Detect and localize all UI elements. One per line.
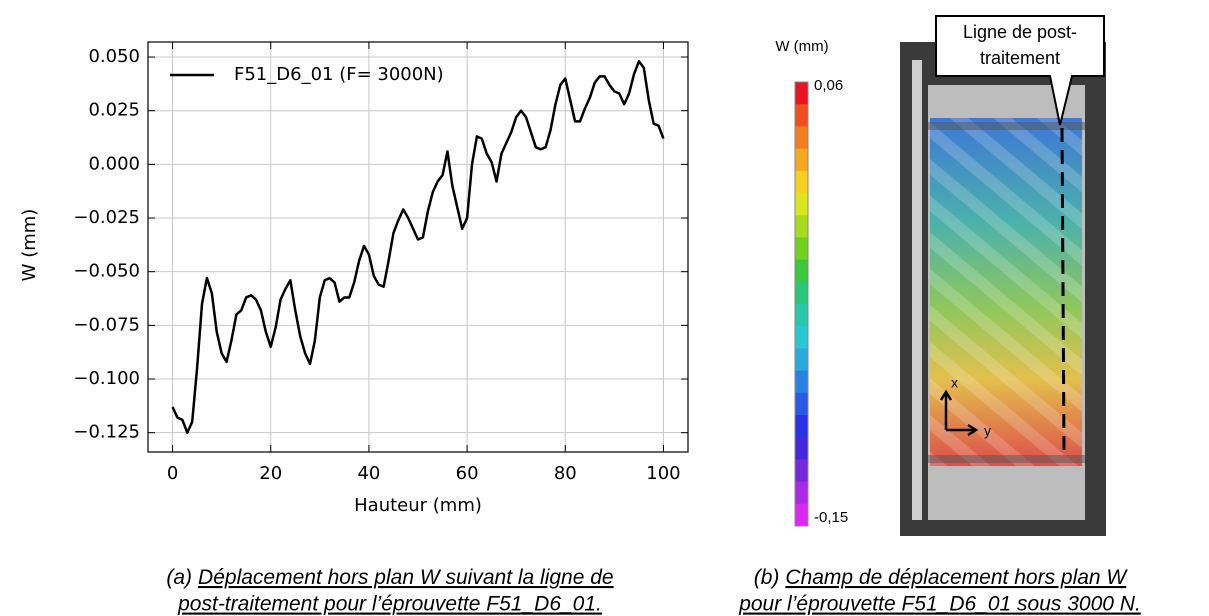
field-photo: Ligne de post- traitement x y	[900, 15, 1106, 536]
colorbar-step	[795, 348, 808, 372]
data-line	[171, 60, 665, 434]
colorbar	[794, 81, 809, 527]
y-tick-label: −0.100	[73, 368, 140, 389]
colorbar-step	[795, 392, 808, 416]
colorbar-step	[795, 281, 808, 305]
x-tick-label: 100	[646, 463, 680, 484]
x-tick-label: 20	[259, 463, 282, 484]
x-tick-label: 60	[456, 463, 479, 484]
y-tick-label: −0.075	[73, 314, 140, 335]
field-stripes	[930, 118, 1082, 466]
caption-b-line: pour l’éprouvette F51_D6_01 sous 3000 N.	[738, 593, 1141, 616]
colorbar-step	[795, 82, 808, 105]
post-processing-line	[1060, 127, 1066, 451]
colorbar-step	[795, 215, 808, 238]
colorbar-frame	[794, 81, 809, 527]
axis-y-label: y	[984, 423, 991, 439]
colorbar-title: W (mm)	[775, 38, 828, 55]
y-tick-label: −0.050	[73, 261, 140, 282]
x-tick-label: 0	[167, 463, 178, 484]
colorbar-step	[795, 148, 808, 172]
colorbar-step	[795, 304, 808, 327]
y-tick-label: −0.025	[73, 207, 140, 228]
colorbar-step	[795, 326, 808, 349]
colorbar-step	[795, 126, 808, 150]
axis-arrows	[939, 389, 979, 437]
colorbar-step	[795, 503, 808, 527]
colorbar-step	[795, 193, 808, 216]
colorbar-step	[795, 459, 808, 483]
caption-label: (a)	[166, 566, 192, 589]
y-tick-label: 0.050	[88, 46, 140, 67]
clamp-bottom	[928, 455, 1085, 463]
colorbar-step	[795, 481, 808, 505]
legend-label: F51_D6_01 (F= 3000N)	[234, 64, 444, 85]
x-tick-label: 80	[554, 463, 577, 484]
colorbar-step	[795, 237, 808, 261]
x-axis-label: Hauteur (mm)	[354, 495, 482, 516]
y-tick-label: 0.025	[88, 100, 140, 121]
colorbar-step	[795, 437, 808, 460]
plot: 0.050 0.025 0.000 −0.025 −0.050 −0.075 −0.100 −…	[73, 41, 689, 484]
axis-x-label: x	[951, 375, 958, 391]
caption-text: Déplacement hors plan W suivant la ligne…	[198, 566, 614, 589]
caption-text: Champ de déplacement hors plan W	[785, 566, 1128, 589]
caption-b: (b) Champ de déplacement hors plan W	[754, 566, 1129, 589]
caption-a: (a) Déplacement hors plan W suivant la li…	[166, 566, 613, 589]
colorbar-min: -0,15	[814, 509, 848, 526]
callout-box	[935, 15, 1105, 126]
callout-line: traitement	[980, 48, 1060, 68]
x-tick-label: 40	[357, 463, 380, 484]
colorbar-max: 0,06	[814, 77, 843, 94]
caption-a-line: post-traitement pour l’éprouvette F51_D6…	[177, 593, 602, 616]
y-tick-label: −0.125	[73, 422, 140, 443]
colorbar-step	[795, 170, 808, 194]
colorbar-step	[795, 259, 808, 283]
plot-frame	[147, 41, 689, 453]
colorbar-step	[795, 370, 808, 394]
y-tick-label: 0.000	[88, 153, 140, 174]
caption-label: (b)	[754, 566, 780, 589]
colorbar-step	[795, 104, 808, 127]
callout-line: Ligne de post-	[963, 22, 1077, 42]
colorbar-step	[795, 415, 808, 438]
y-axis-label: W (mm)	[19, 209, 40, 282]
photo-edge	[912, 60, 922, 520]
clamp-top	[928, 122, 1085, 130]
